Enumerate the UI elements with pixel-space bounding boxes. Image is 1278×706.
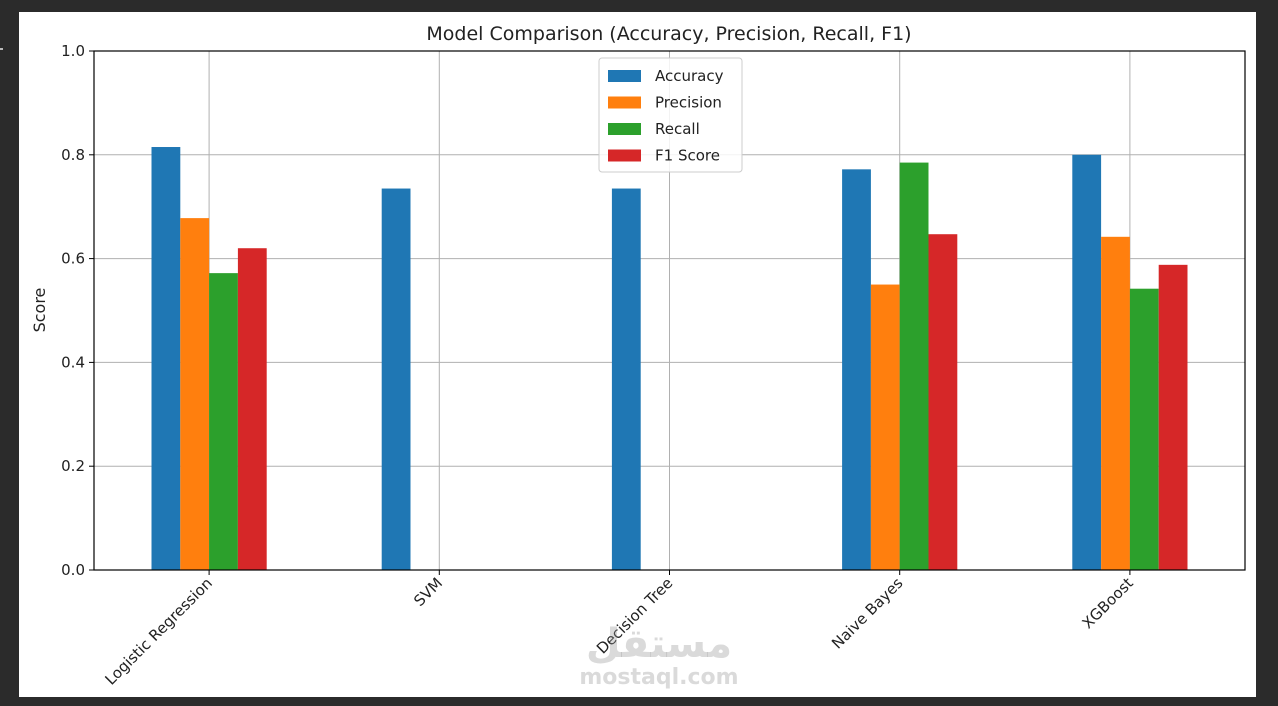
x-tick-label: Logistic Regression	[101, 574, 215, 688]
y-tick-label: 0.4	[61, 353, 85, 371]
bar-accuracy	[842, 169, 871, 570]
y-tick-label: 0.0	[61, 561, 85, 579]
legend-label: Precision	[655, 94, 722, 112]
bars-group	[151, 147, 1188, 571]
legend-box	[598, 57, 743, 173]
window-edge-mark	[0, 48, 3, 50]
legend-swatch	[608, 70, 641, 82]
bar-chart: Model Comparison (Accuracy, Precision, R…	[30, 23, 1246, 689]
y-tick-label: 1.0	[61, 42, 85, 60]
bar-precision	[870, 284, 900, 570]
x-tick-label: XGBoost	[1079, 574, 1137, 632]
legend: Accuracy Precision Recall F1 Score	[598, 57, 743, 173]
chart-title: Model Comparison (Accuracy, Precision, R…	[426, 23, 911, 45]
bar-recall	[899, 162, 929, 570]
x-tick-label: Naive Bayes	[828, 574, 907, 653]
x-axis: Logistic Regression SVM Decision Tree Naive…	[101, 570, 1137, 689]
bar-f1-score	[237, 248, 267, 570]
legend-label: Accuracy	[655, 67, 724, 85]
x-tick-label: SVM	[410, 574, 446, 610]
legend-swatch	[608, 123, 641, 135]
legend-label: F1 Score	[655, 147, 720, 165]
bar-accuracy	[1072, 154, 1102, 571]
bar-recall	[1129, 288, 1159, 570]
bar-accuracy	[611, 188, 641, 570]
bar-f1-score	[928, 234, 958, 570]
y-axis-label: Score	[30, 288, 49, 333]
y-tick-label: 0.2	[61, 457, 85, 475]
legend-swatch	[608, 96, 641, 109]
bar-accuracy	[381, 188, 411, 570]
bar-precision	[1101, 236, 1130, 570]
y-tick-label: 0.8	[61, 146, 85, 164]
legend-swatch	[608, 149, 641, 162]
y-tick-label: 0.6	[61, 250, 85, 268]
chart-figure: Model Comparison (Accuracy, Precision, R…	[19, 12, 1256, 697]
bar-f1-score	[1158, 264, 1188, 570]
bar-recall	[209, 273, 238, 570]
legend-label: Recall	[655, 120, 700, 138]
bar-precision	[180, 218, 210, 571]
y-axis: 0.0 0.2 0.4 0.6 0.8 1.0	[61, 42, 94, 579]
x-tick-label: Decision Tree	[593, 574, 676, 657]
bar-accuracy	[151, 147, 181, 570]
